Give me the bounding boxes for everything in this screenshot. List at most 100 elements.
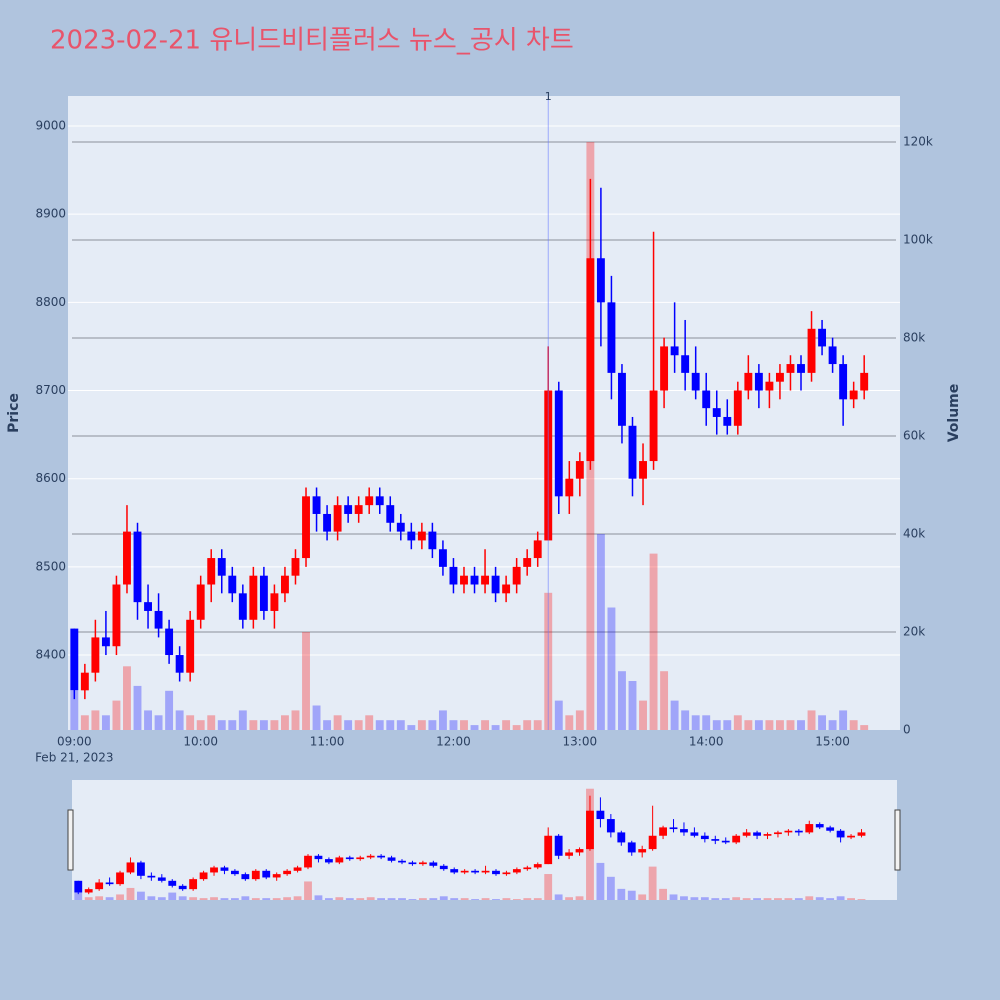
volume-bar: [238, 710, 247, 730]
rangeslider-volume-bar: [669, 894, 678, 900]
x-tick-label: 09:00: [57, 735, 92, 749]
rangeslider-volume-bar: [680, 896, 688, 900]
rangeslider-volume-bar: [512, 899, 521, 900]
rangeslider-candle-body: [418, 862, 427, 865]
rangeslider-volume-bar: [147, 896, 156, 900]
candle-body: [754, 372, 763, 391]
y2-tick-label: 60k: [903, 429, 925, 443]
volume-bar: [175, 710, 184, 730]
candle-body: [344, 505, 353, 514]
rangeslider-candle-body: [815, 824, 824, 828]
rangeslider-candle-body: [314, 855, 323, 860]
volume-bar: [80, 715, 89, 730]
rangeslider-volume-bar: [377, 898, 386, 900]
rangeslider-candle-body: [669, 827, 678, 830]
rangeslider-volume-bar: [84, 897, 93, 900]
rangeslider-candle-body: [648, 835, 657, 850]
volume-bar: [860, 725, 869, 730]
y-tick-label: 8900: [35, 207, 66, 221]
rangeslider-volume-bar: [742, 898, 751, 900]
candle-body: [144, 602, 152, 611]
candle-body: [238, 593, 247, 620]
candle-body: [281, 575, 289, 594]
volume-bar: [323, 720, 332, 730]
rangeslider-volume-bar: [251, 898, 260, 900]
candle-body: [660, 346, 669, 391]
rangeslider-volume-bar: [450, 898, 459, 900]
rangeslider-volume-bar: [230, 898, 239, 900]
rangeslider-volume-bar: [565, 897, 574, 900]
rangeslider-candle-body: [700, 835, 709, 840]
candle-body: [154, 610, 163, 629]
volume-bar: [533, 720, 542, 730]
volume-bar: [628, 681, 637, 730]
candle-body: [860, 372, 869, 391]
rangeslider-candle-body: [460, 870, 469, 873]
rangeslider-candle-body: [157, 877, 166, 881]
range-slider[interactable]: [72, 780, 897, 900]
volume-bar: [270, 720, 279, 730]
rangeslider-candle-body: [680, 829, 688, 833]
rangeslider-candle-body: [502, 872, 511, 875]
volume-bar: [259, 720, 268, 730]
rangeslider-candle-body: [826, 827, 835, 831]
x-tick-label: 10:00: [183, 735, 218, 749]
rangeslider-candle-body: [220, 867, 229, 871]
rangeslider-candle-body: [189, 879, 198, 890]
rangeslider-candle-body: [116, 872, 124, 885]
volume-bar: [438, 710, 447, 730]
rangeslider-candle-body: [481, 870, 490, 873]
volume-bar: [428, 720, 437, 730]
y-tick-label: 9000: [35, 118, 66, 132]
volume-bar: [491, 725, 500, 730]
y2-tick-label: 100k: [903, 233, 933, 247]
rangeslider-volume-bar: [805, 896, 814, 900]
rangeslider-volume-bar: [356, 898, 365, 900]
rangeslider-candle-body: [659, 827, 667, 836]
volume-bar: [417, 720, 426, 730]
rangeslider-volume-bar: [387, 898, 396, 900]
rangeslider-candle-body: [439, 865, 448, 870]
candle-body: [449, 566, 458, 585]
y2-tick-label: 0: [903, 723, 911, 737]
volume-bar: [165, 690, 174, 730]
candle-body: [691, 372, 700, 391]
volume-bar: [344, 720, 353, 730]
rangeslider-candle-body: [137, 862, 145, 876]
volume-bar: [291, 710, 300, 730]
rangeslider-volume-bar: [189, 897, 198, 900]
rangeslider-candle-body: [742, 832, 751, 836]
range-handle[interactable]: [894, 809, 901, 871]
rangeslider-volume-bar: [314, 895, 323, 900]
volume-bar: [101, 715, 110, 730]
rangeslider-volume-bar: [700, 897, 709, 900]
volume-bar: [112, 700, 121, 730]
rangeslider-candle-body: [429, 862, 438, 866]
volume-bar: [70, 690, 79, 730]
rangeslider-volume-bar: [826, 898, 835, 900]
volume-bar: [733, 715, 742, 730]
rangeslider-volume-bar: [847, 898, 855, 900]
rangeslider-volume-bar: [126, 887, 135, 900]
rangeslider-candle-body: [575, 849, 584, 853]
rangeslider-volume-bar: [199, 898, 208, 900]
volume-bar: [481, 720, 490, 730]
volume-bar: [186, 715, 195, 730]
rangeslider-volume-bar: [210, 897, 218, 900]
rangeslider-candle-body: [471, 870, 480, 873]
rangeslider-volume-bar: [533, 898, 542, 900]
candle-body: [523, 558, 532, 567]
volume-bar: [249, 720, 258, 730]
rangeslider-volume-bar: [366, 897, 375, 900]
rangeslider-candle-body: [554, 835, 563, 856]
volume-bar: [786, 720, 795, 730]
volume-bar: [407, 725, 416, 730]
range-handle[interactable]: [67, 809, 74, 871]
candle-body: [828, 346, 837, 365]
candle-body: [797, 364, 805, 373]
volume-bar: [144, 710, 152, 730]
rangeslider-volume-bar: [429, 898, 438, 900]
rangeslider-candle-body: [230, 870, 239, 875]
rangeslider-candle-body: [356, 857, 365, 860]
